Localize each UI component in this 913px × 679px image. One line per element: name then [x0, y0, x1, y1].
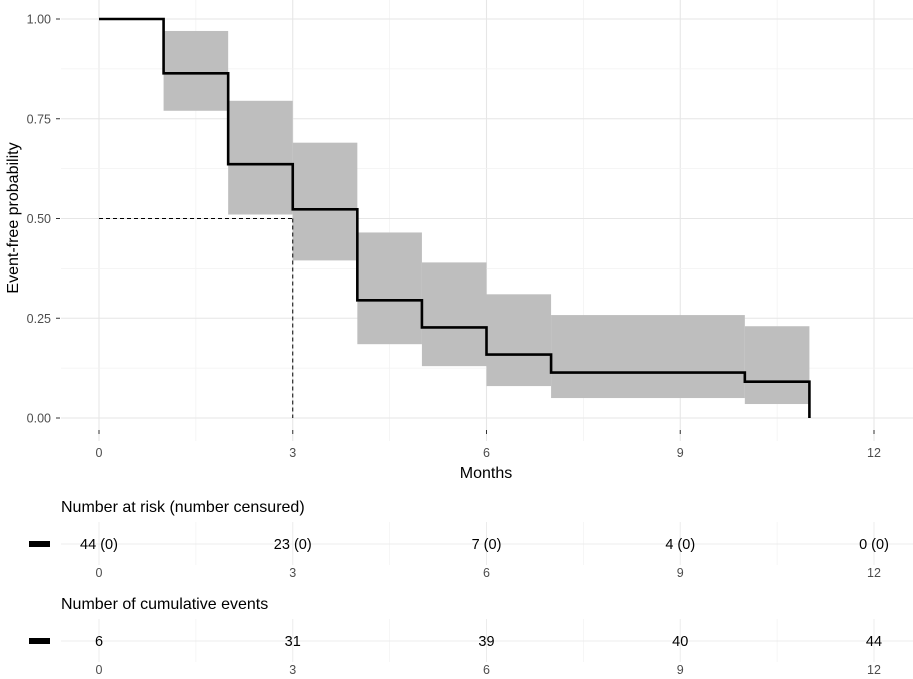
ci-band-segment — [228, 100, 293, 215]
x-tick-label: 12 — [867, 446, 881, 460]
survival-curve — [99, 17, 811, 418]
survival-curve-group — [99, 17, 811, 418]
median-reference-lines — [99, 218, 294, 418]
events-table-title: Number of cumulative events — [61, 596, 268, 613]
ci-band-segment — [551, 315, 745, 399]
x-axis-title: Months — [460, 465, 512, 482]
events-table-series-key — [29, 638, 50, 644]
x-axis-ticks: 0 3 6 9 12 — [96, 430, 881, 460]
events-table-time-label: 3 — [289, 663, 296, 677]
events-table-value: 40 — [672, 634, 688, 650]
ci-band-segment — [421, 262, 487, 367]
ci-band-segment — [292, 142, 358, 261]
y-tick-label: 0.75 — [27, 112, 51, 126]
events-table-value: 6 — [95, 634, 103, 650]
events-table-time-label: 6 — [483, 663, 490, 677]
risk-table-time-label: 12 — [867, 566, 881, 580]
events-table-time-label: 9 — [677, 663, 684, 677]
risk-table-time-label: 9 — [677, 566, 684, 580]
y-axis-title: Event-free probability — [5, 142, 22, 293]
events-table-value: 31 — [285, 634, 301, 650]
y-tick-label: 1.00 — [27, 13, 51, 27]
ci-band-segment — [163, 30, 229, 111]
risk-table-time-label: 3 — [289, 566, 296, 580]
grid-lines — [61, 0, 913, 441]
risk-table-value: 4 (0) — [665, 537, 695, 553]
ci-band-segment — [744, 326, 810, 405]
x-tick-label: 0 — [96, 446, 103, 460]
y-axis-ticks: 0.00 0.25 0.50 0.75 1.00 — [27, 13, 60, 426]
risk-table-time-label: 0 — [96, 566, 103, 580]
risk-table-value: 0 (0) — [859, 537, 889, 553]
risk-table: Number at risk (number censured) 44 (0) 2… — [29, 499, 913, 580]
x-tick-label: 6 — [483, 446, 490, 460]
y-tick-label: 0.00 — [27, 412, 51, 426]
events-table-value: 39 — [478, 634, 494, 650]
ci-band-segment — [357, 232, 422, 345]
confidence-band — [163, 30, 810, 405]
events-table-value: 44 — [866, 634, 882, 650]
risk-table-value: 23 (0) — [274, 537, 312, 553]
ci-band-segment — [486, 294, 552, 387]
events-table-time-label: 12 — [867, 663, 881, 677]
risk-table-title: Number at risk (number censured) — [61, 499, 305, 516]
risk-table-series-key — [29, 541, 50, 547]
events-table: Number of cumulative events 6 31 39 40 44 0 3 6… — [29, 596, 913, 677]
y-tick-label: 0.25 — [27, 312, 51, 326]
risk-table-value: 7 (0) — [472, 537, 502, 553]
y-tick-label: 0.50 — [27, 212, 51, 226]
risk-table-time-label: 6 — [483, 566, 490, 580]
x-tick-label: 3 — [289, 446, 296, 460]
risk-table-value: 44 (0) — [80, 537, 118, 553]
events-table-time-label: 0 — [96, 663, 103, 677]
x-tick-label: 9 — [677, 446, 684, 460]
